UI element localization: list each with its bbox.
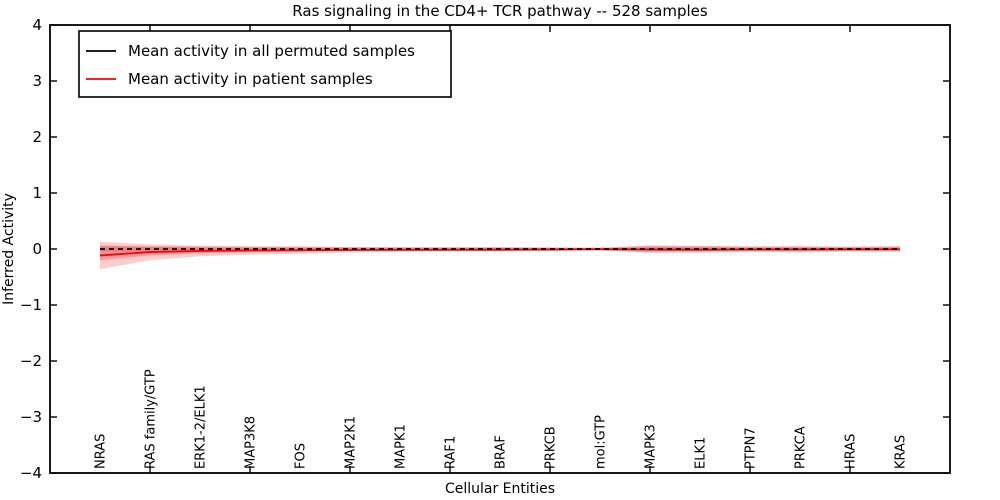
y-tick-label: −2 xyxy=(20,352,42,370)
legend: Mean activity in all permuted samples Me… xyxy=(78,30,452,98)
plot-frame xyxy=(49,24,951,474)
x-category-labels: NRAS RAS family/GTP ERK1-2/ELK1 MAP3K8 FOS MA… xyxy=(94,369,909,469)
x-category-label: MAPK3 xyxy=(644,424,659,469)
y-tick-label: −1 xyxy=(20,296,42,314)
x-category-label: NRAS xyxy=(94,434,109,469)
y-tick-label: −4 xyxy=(20,464,42,482)
x-category-label: HRAS xyxy=(844,434,859,469)
series-layer xyxy=(99,248,901,257)
x-category-label: KRAS xyxy=(894,435,909,469)
y-tick-label: −3 xyxy=(20,408,42,426)
x-category-label: PRKCB xyxy=(544,426,559,469)
y-tick-label: 4 xyxy=(32,16,42,34)
x-category-label: RAF1 xyxy=(444,436,459,469)
x-category-label: ERK1-2/ELK1 xyxy=(194,385,209,469)
legend-item-permuted: Mean activity in all permuted samples xyxy=(86,42,415,60)
y-axis-label: Inferred Activity xyxy=(1,193,17,305)
legend-box xyxy=(78,30,452,98)
x-category-label: MAP3K8 xyxy=(244,416,259,469)
patient-std-band-outer xyxy=(100,241,900,270)
y-tick-label: 1 xyxy=(32,184,42,202)
x-category-label: mol:GTP xyxy=(594,415,609,469)
x-category-label: PRKCA xyxy=(794,426,809,469)
x-category-label: MAPK1 xyxy=(394,424,409,469)
y-tick-labels: −4 −3 −2 −1 0 1 2 3 4 xyxy=(20,16,42,482)
legend-label-permuted: Mean activity in all permuted samples xyxy=(128,42,415,60)
x-axis-label: Cellular Entities xyxy=(445,481,555,497)
x-category-label: FOS xyxy=(294,443,309,469)
x-category-label: PTPN7 xyxy=(744,427,759,469)
y-tick-label: 0 xyxy=(32,240,42,258)
x-category-label: BRAF xyxy=(494,435,509,469)
y-tick-label: 2 xyxy=(32,128,42,146)
x-category-label: ELK1 xyxy=(694,437,709,469)
x-category-label: MAP2K1 xyxy=(344,416,359,469)
x-category-label: RAS family/GTP xyxy=(144,369,159,469)
y-tick-label: 3 xyxy=(32,72,42,90)
legend-label-patient: Mean activity in patient samples xyxy=(128,70,373,88)
band-layer xyxy=(100,241,900,270)
chart-title: Ras signaling in the CD4+ TCR pathway --… xyxy=(292,2,708,20)
legend-item-patient: Mean activity in patient samples xyxy=(86,70,373,88)
